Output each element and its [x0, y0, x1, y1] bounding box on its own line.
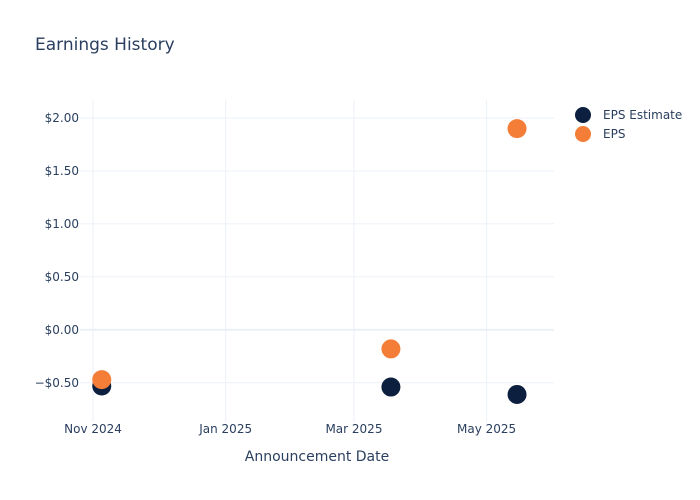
legend: EPS Estimate EPS [575, 107, 682, 142]
y-tick-label: −$0.50 [35, 376, 79, 390]
legend-marker[interactable] [575, 126, 591, 142]
x-tick-label: Jan 2025 [198, 422, 252, 436]
x-tick-label: May 2025 [457, 422, 516, 436]
legend-marker[interactable] [575, 107, 591, 123]
y-tick-label: $0.50 [45, 270, 79, 284]
y-tick-label: $2.00 [45, 111, 79, 125]
x-tick-label: Nov 2024 [64, 422, 122, 436]
eps-estimate-point[interactable] [507, 384, 527, 404]
x-tick-label: Mar 2025 [325, 422, 382, 436]
eps-estimate-point[interactable] [381, 377, 401, 397]
grid-lines [80, 100, 554, 422]
x-axis-title: Announcement Date [245, 449, 389, 465]
data-points [92, 119, 527, 404]
y-axis-ticks: −$0.50 $0.00 $0.50 $1.00 $1.50 $2.00 [35, 111, 79, 390]
y-tick-label: $1.00 [45, 217, 79, 231]
legend-label[interactable]: EPS Estimate [603, 108, 682, 122]
legend-label[interactable]: EPS [603, 127, 625, 141]
y-tick-label: $1.50 [45, 164, 79, 178]
eps-point[interactable] [507, 119, 527, 139]
eps-point[interactable] [381, 339, 401, 359]
eps-point[interactable] [92, 370, 112, 390]
y-tick-label: $0.00 [45, 323, 79, 337]
chart-title: Earnings History [35, 35, 175, 55]
x-axis-ticks: Nov 2024 Jan 2025 Mar 2025 May 2025 [64, 422, 516, 436]
